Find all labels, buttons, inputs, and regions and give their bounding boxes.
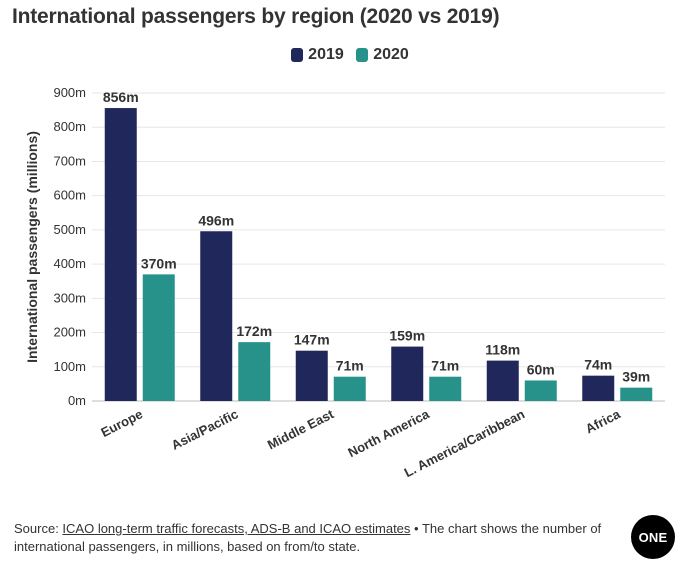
y-axis-label: International passengers (millions) <box>24 131 40 363</box>
y-tick-label: 800m <box>53 119 86 134</box>
bar-2019 <box>200 231 233 401</box>
legend-swatch-2020 <box>356 48 369 62</box>
data-label-2020: 172m <box>236 323 272 339</box>
bar-2020 <box>238 342 271 401</box>
bar-2019 <box>486 360 519 401</box>
x-tick-label: North America <box>345 406 432 460</box>
bar-2020 <box>429 376 462 401</box>
bar-2020 <box>620 387 653 401</box>
y-tick-label: 900m <box>53 85 86 100</box>
footer-note: Source: ICAO long-term traffic forecasts… <box>14 520 614 556</box>
bar-2019 <box>104 108 137 402</box>
y-tick-label: 600m <box>53 188 86 203</box>
y-tick-label: 400m <box>53 256 86 271</box>
legend-label-2020: 2020 <box>373 46 409 63</box>
legend: 2019 2020 <box>0 46 700 67</box>
data-label-2020: 71m <box>431 358 459 374</box>
x-tick-label: Africa <box>583 406 623 436</box>
bar-2019 <box>391 346 424 401</box>
data-label-2019: 496m <box>198 212 234 228</box>
legend-swatch-2019 <box>291 48 304 62</box>
data-label-2019: 118m <box>485 342 520 358</box>
data-label-2020: 370m <box>141 255 177 271</box>
y-tick-label: 100m <box>53 359 86 374</box>
y-tick-label: 300m <box>53 290 86 305</box>
data-label-2020: 60m <box>527 361 555 377</box>
data-label-2019: 147m <box>294 332 330 348</box>
source-prefix: Source: <box>14 521 63 536</box>
footer-description: • The chart shows the number of internat… <box>14 521 602 554</box>
legend-label-2019: 2019 <box>308 46 344 63</box>
chart-title: International passengers by region (2020… <box>12 5 500 28</box>
y-tick-label: 0m <box>68 393 86 408</box>
bar-2019 <box>582 375 615 401</box>
legend-item-2020: 2020 <box>356 46 409 64</box>
x-tick-label: Middle East <box>265 406 337 452</box>
data-label-2019: 74m <box>584 357 612 373</box>
bar-chart: 0m 100m 200m 300m 400m 500m 600m 700m 800m 900m In… <box>24 85 665 480</box>
x-tick-label: Europe <box>98 406 145 440</box>
data-label-2019: 856m <box>103 89 139 105</box>
data-label-2020: 39m <box>622 369 650 385</box>
logo-text: ONE <box>638 529 668 545</box>
y-tick-label: 700m <box>53 153 86 168</box>
bar-2020 <box>142 274 175 401</box>
source-link[interactable]: ICAO long-term traffic forecasts, ADS-B … <box>62 521 411 536</box>
data-label-2020: 71m <box>336 358 364 374</box>
x-tick-label: Asia/Pacific <box>169 406 241 453</box>
data-label-2019: 159m <box>389 328 425 344</box>
bar-2020 <box>524 380 557 401</box>
y-tick-label: 500m <box>53 222 86 237</box>
legend-item-2019: 2019 <box>291 46 344 64</box>
one-logo: ONE <box>631 515 675 559</box>
y-tick-label: 200m <box>53 325 86 340</box>
bar-2019 <box>295 350 328 401</box>
bar-2020 <box>333 376 366 401</box>
